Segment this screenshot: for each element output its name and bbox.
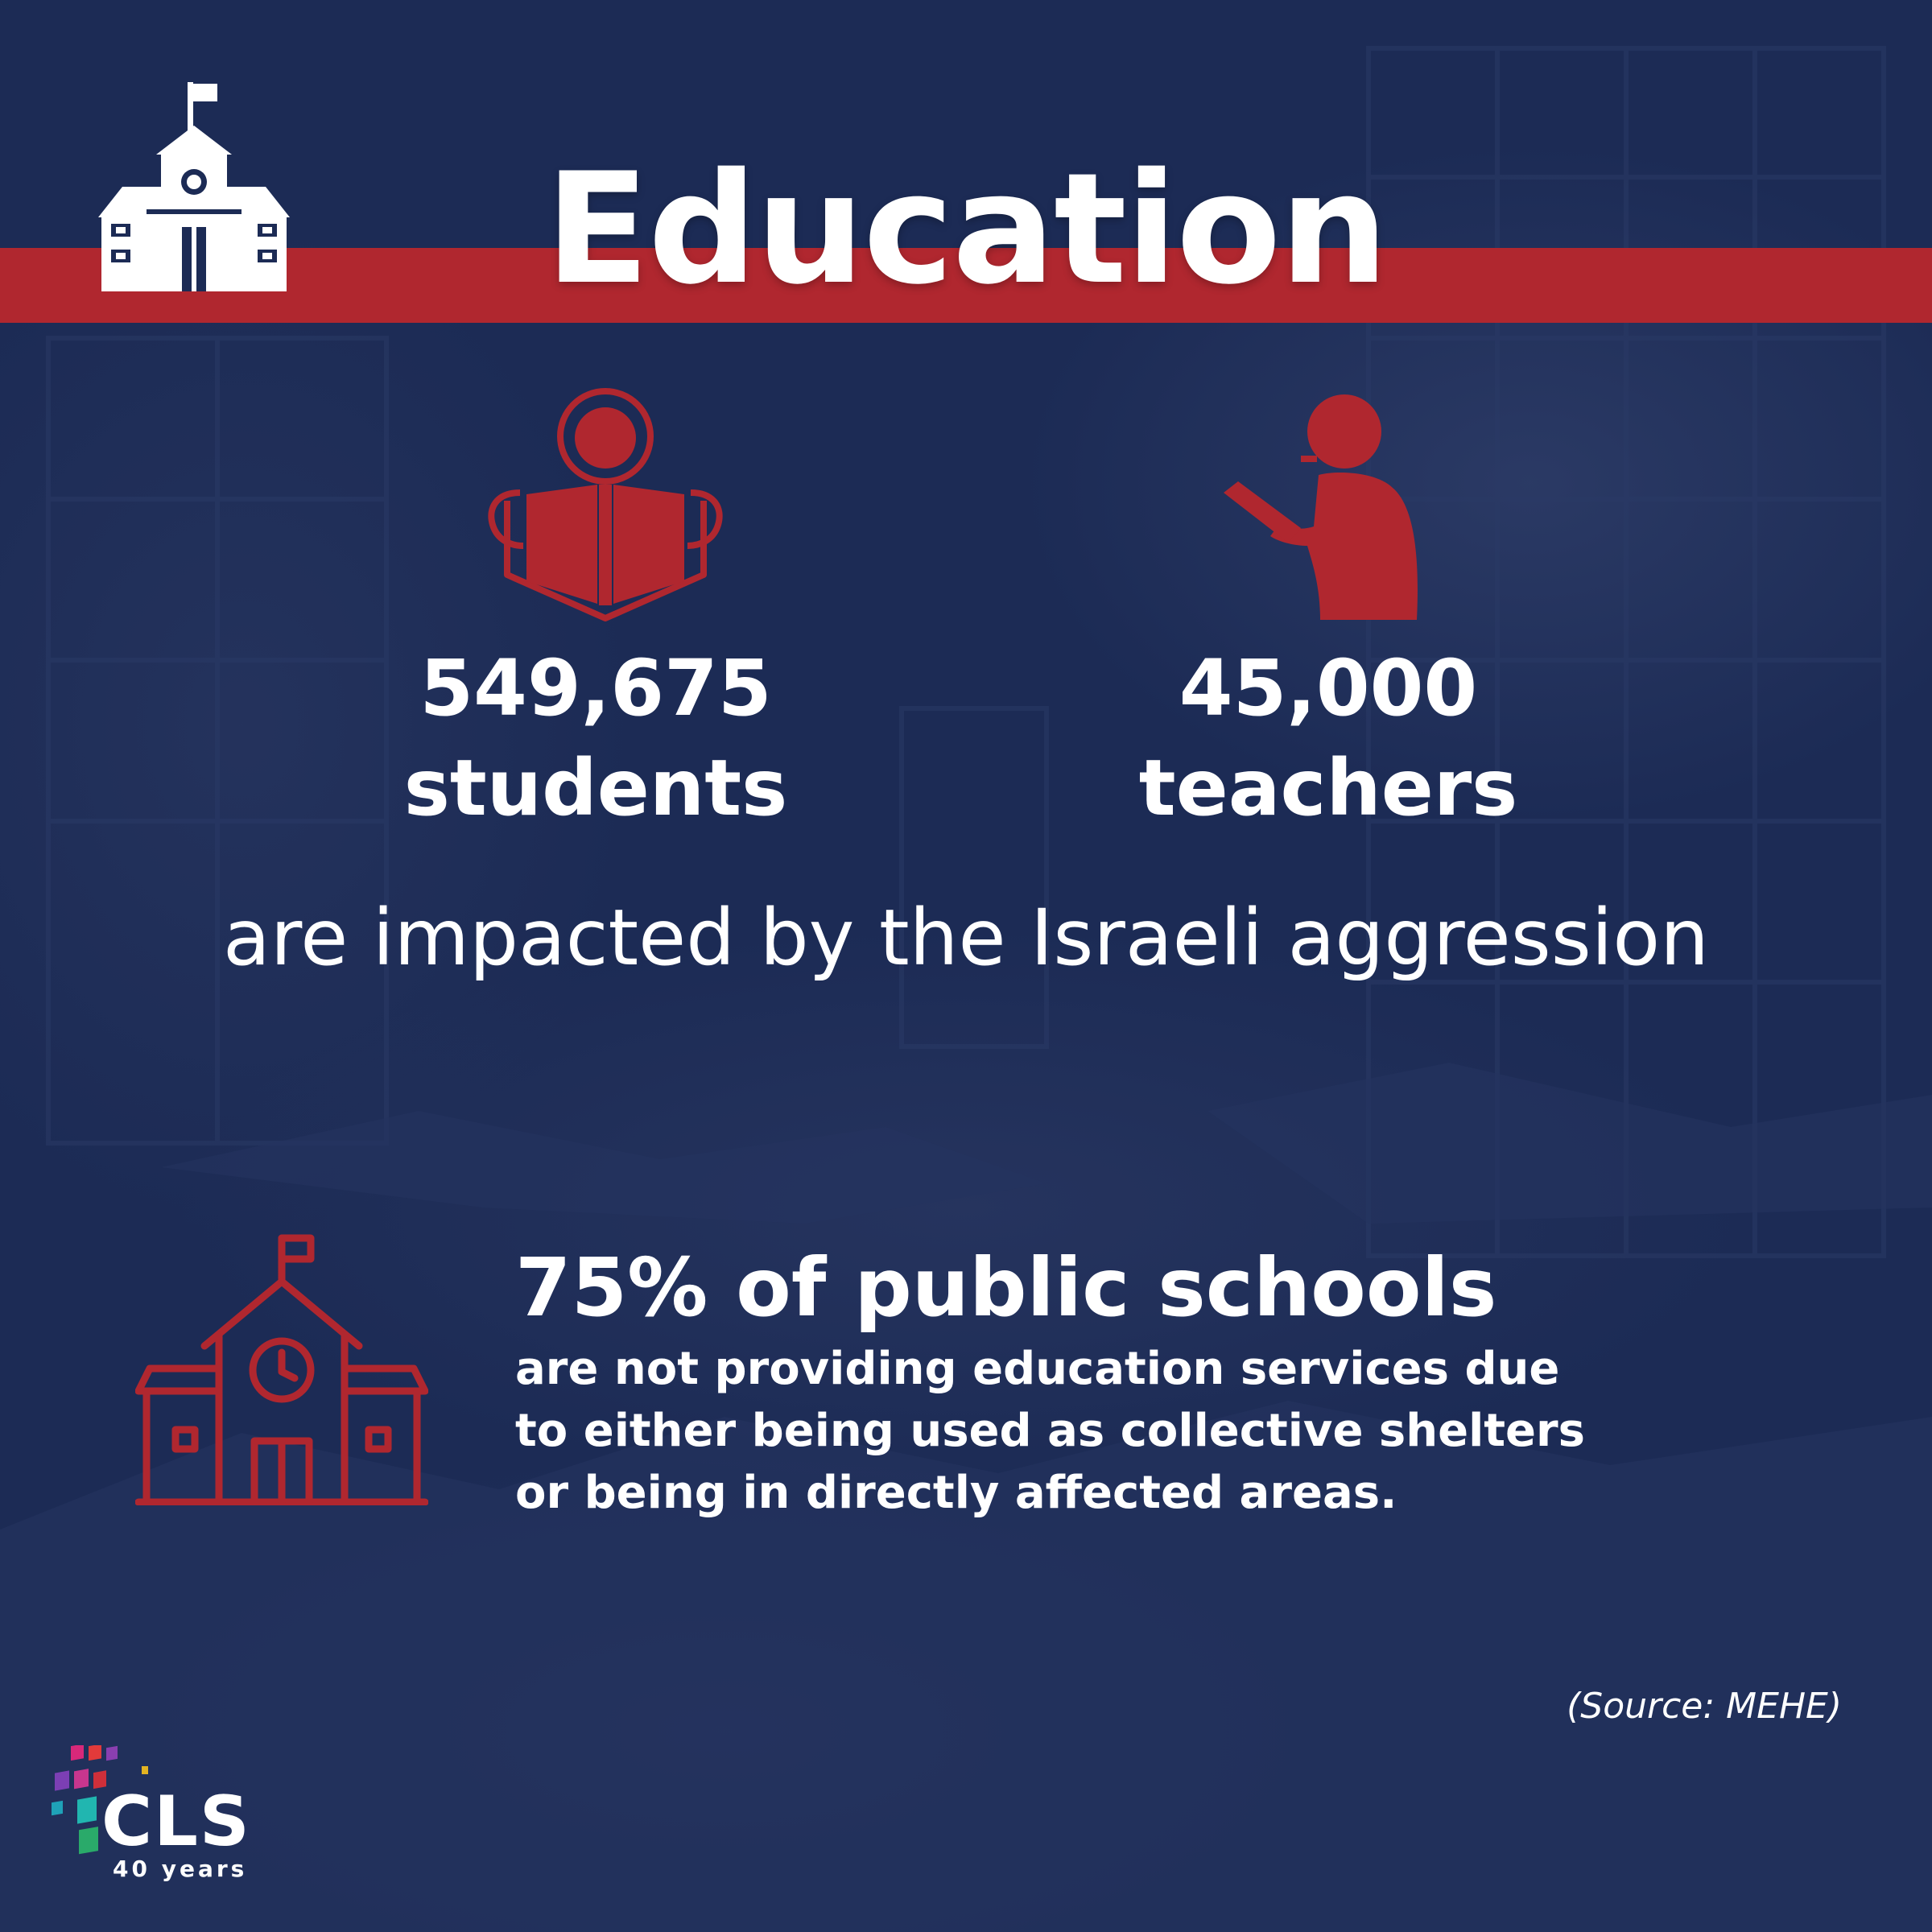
school-building-icon — [98, 82, 290, 291]
stat-students: 549,675 students — [354, 640, 837, 836]
schools-description: are not providing education services due… — [515, 1338, 1723, 1524]
students-label: students — [403, 743, 788, 833]
schools-line: or being in directly affected areas. — [515, 1467, 1397, 1519]
students-count: 549,675 — [419, 643, 772, 733]
teacher-silhouette-icon — [1224, 394, 1418, 620]
cls-logo-name: CLS — [101, 1781, 251, 1862]
stat-teachers: 45,000 teachers — [1087, 640, 1570, 836]
cls-logo-mark — [52, 1745, 148, 1855]
page-title: Education — [545, 140, 1389, 318]
teachers-label: teachers — [1138, 743, 1518, 833]
school-building-clock-icon — [135, 1234, 428, 1505]
teachers-count: 45,000 — [1179, 643, 1478, 733]
schools-line: to either being used as collective shelt… — [515, 1405, 1585, 1457]
schools-line: are not providing education services due — [515, 1343, 1560, 1395]
source-citation: (Source: MEHE) — [1567, 1686, 1842, 1727]
impact-statement: are impacted by the Israeli aggression — [223, 893, 1709, 983]
student-reading-icon — [488, 388, 723, 621]
schools-headline: 75% of public schools — [515, 1241, 1497, 1335]
cls-logo-tagline: 40 years — [113, 1856, 248, 1882]
header-band — [0, 248, 1932, 323]
